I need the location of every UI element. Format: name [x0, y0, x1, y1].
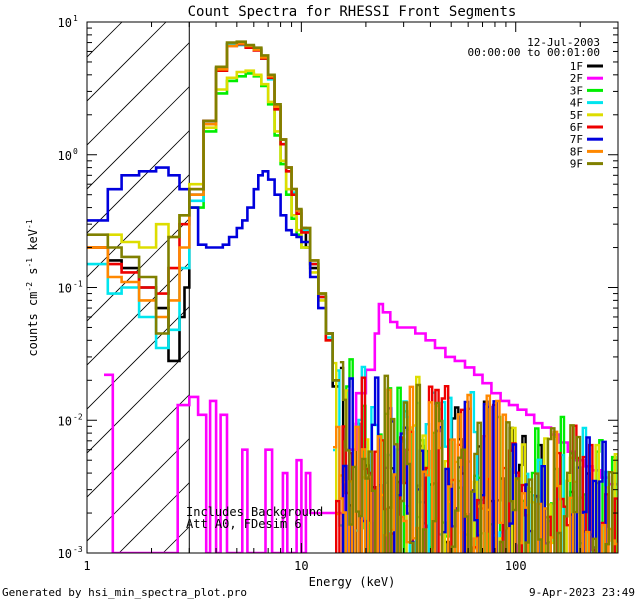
y-axis-label-exp: -1	[25, 219, 34, 229]
y-tick-exponent: 1	[73, 14, 78, 23]
y-tick-exponent: 0	[73, 147, 78, 156]
y-tick-label: 10	[58, 414, 72, 428]
hatch-line	[87, 22, 255, 190]
y-tick-label: 10	[58, 16, 72, 30]
legend-label-2F: 2F	[570, 72, 583, 85]
series-group	[87, 40, 618, 553]
y-tick-exponent: -1	[73, 280, 83, 289]
x-tick-label: 100	[505, 559, 527, 573]
x-tick-label: 1	[83, 559, 90, 573]
y-axis-label-part: counts cm	[26, 292, 40, 357]
series-line-2F	[104, 302, 618, 553]
legend-label-7F: 7F	[570, 133, 583, 146]
date-label: 12-Jul-2003	[527, 36, 600, 49]
y-axis-label-exp: -2	[25, 282, 34, 292]
generated-by-label: Generated by hsi_min_spectra_plot.pro	[2, 586, 247, 599]
y-tick-label: 10	[58, 149, 72, 163]
x-tick-label: 10	[294, 559, 308, 573]
x-tick-labels: 1 10 100	[83, 559, 526, 573]
annotation-background: Includes Background	[186, 505, 323, 519]
y-tick-label: 10	[58, 282, 72, 296]
legend-label-1F: 1F	[570, 60, 583, 73]
chart-title: Count Spectra for RHESSI Front Segments	[188, 4, 517, 20]
series-tail-8F	[333, 385, 618, 553]
legend-label-5F: 5F	[570, 109, 583, 122]
y-tick-exponent: -3	[73, 545, 83, 554]
legend-label-4F: 4F	[570, 97, 583, 110]
y-tick-exponent: -2	[73, 412, 83, 421]
series-tail-9F	[339, 361, 614, 553]
legend-label-9F: 9F	[570, 158, 583, 171]
legend-label-6F: 6F	[570, 121, 583, 134]
axis-ticks	[86, 21, 619, 554]
hatch-line	[87, 22, 211, 146]
timestamp-label: 9-Apr-2023 23:49	[529, 586, 635, 599]
y-axis-label-exp: -1	[25, 258, 34, 268]
annotation-attenuator: Att A0, FDesim 6	[186, 517, 302, 531]
y-axis-label-part: s	[26, 268, 40, 282]
x-axis-label: Energy (keV)	[309, 575, 396, 589]
legend-label-3F: 3F	[570, 84, 583, 97]
series-line-7F	[87, 166, 340, 382]
y-axis-label: counts cm-2 s-1 keV-1	[25, 219, 40, 356]
series-line-9F	[87, 40, 340, 382]
time-range-label: 00:00:00 to 00:01:00	[468, 46, 600, 59]
y-axis-label-part: keV	[26, 229, 40, 258]
y-tick-label: 10	[58, 547, 72, 561]
legend-label-8F: 8F	[570, 145, 583, 158]
